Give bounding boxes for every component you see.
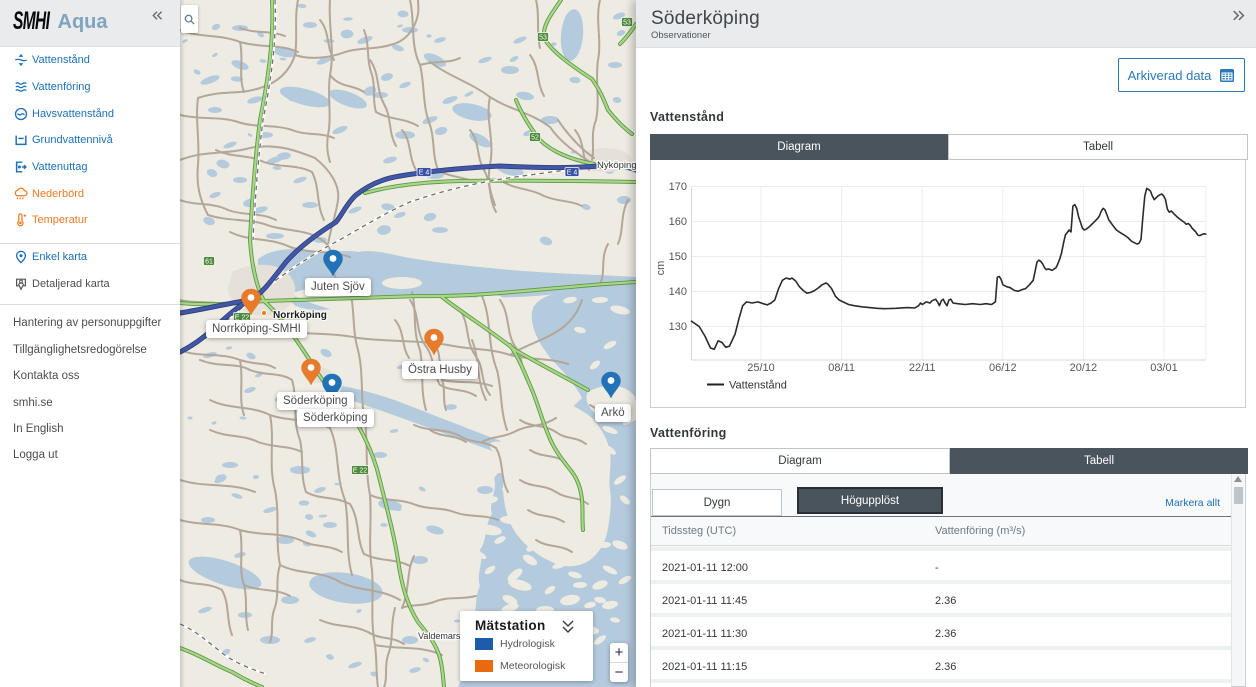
svg-text:Nyköping: Nyköping — [597, 160, 636, 171]
svg-text:61: 61 — [205, 258, 213, 265]
svg-text:Norrköping: Norrköping — [273, 310, 327, 321]
svg-text:E 4: E 4 — [419, 169, 430, 176]
svg-text:160: 160 — [669, 216, 687, 228]
svg-text:53: 53 — [539, 34, 547, 41]
svg-text:170: 170 — [669, 181, 687, 193]
svg-text:E 22: E 22 — [235, 314, 250, 321]
svg-text:25/10: 25/10 — [747, 362, 775, 374]
svg-text:53: 53 — [623, 19, 631, 26]
svg-text:52: 52 — [531, 134, 539, 141]
svg-text:08/11: 08/11 — [828, 362, 855, 374]
svg-text:03/01: 03/01 — [1150, 362, 1178, 374]
svg-text:22/11: 22/11 — [909, 362, 936, 374]
svg-text:130: 130 — [669, 321, 687, 333]
svg-text:20/12: 20/12 — [1070, 362, 1098, 374]
svg-text:E 4: E 4 — [567, 169, 578, 176]
svg-text:Valdemarsvik: Valdemarsvik — [418, 631, 472, 641]
svg-text:Vattenstånd: Vattenstånd — [729, 380, 787, 392]
svg-text:150: 150 — [669, 251, 687, 263]
svg-text:140: 140 — [669, 286, 687, 298]
svg-text:E 22: E 22 — [353, 467, 368, 474]
svg-text:06/12: 06/12 — [989, 362, 1017, 374]
svg-text:cm: cm — [655, 261, 667, 276]
